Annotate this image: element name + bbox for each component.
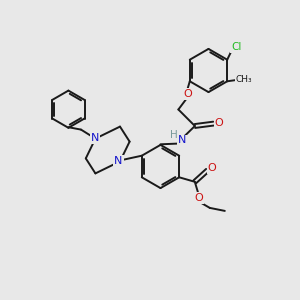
Text: N: N [91, 133, 100, 143]
Text: O: O [208, 163, 217, 173]
Text: CH₃: CH₃ [236, 75, 252, 84]
Text: H: H [170, 130, 178, 140]
Text: N: N [178, 135, 187, 146]
Text: N: N [114, 156, 123, 166]
Text: Cl: Cl [231, 42, 242, 52]
Text: O: O [194, 193, 203, 203]
Text: O: O [183, 89, 192, 99]
Text: O: O [214, 118, 223, 128]
